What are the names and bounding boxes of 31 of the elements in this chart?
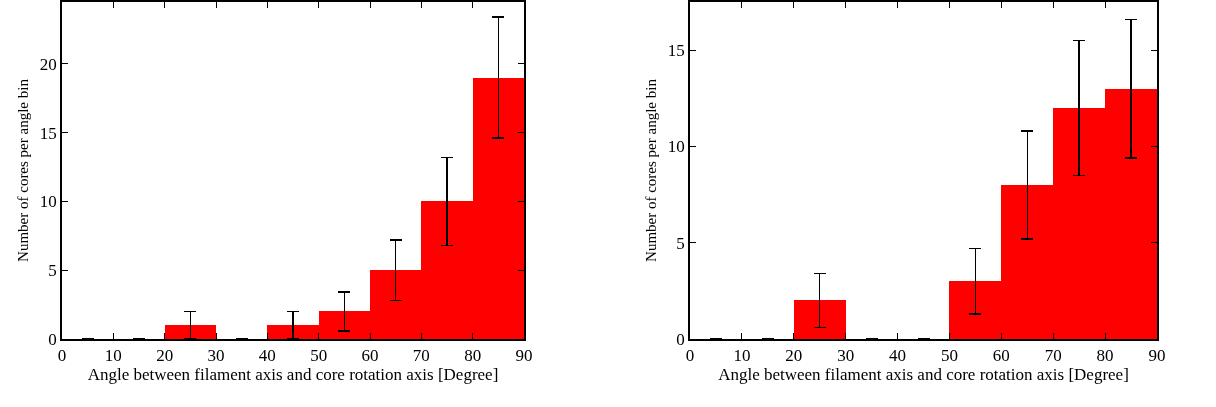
y-axis-title: Number of cores per angle bin <box>14 78 31 262</box>
x-axis-title: Angle between filament axis and core rotation axis [Degree] <box>87 365 499 385</box>
x-tick-label: 90 <box>515 346 533 366</box>
x-tick-label: 80 <box>1096 346 1114 366</box>
x-tick-label: 20 <box>156 346 174 366</box>
x-tick-label: 10 <box>733 346 751 366</box>
x-tick-label: 30 <box>207 346 225 366</box>
y-tick-label: 15 <box>667 41 685 61</box>
y-tick-label: 0 <box>676 329 685 349</box>
x-tick-label: 70 <box>412 346 430 366</box>
x-tick-label: 10 <box>104 346 122 366</box>
y-axis-title: Number of cores per angle bin <box>642 78 659 262</box>
x-tick-label: 50 <box>310 346 328 366</box>
x-tick-label: 20 <box>785 346 803 366</box>
y-tick-label: 5 <box>48 261 57 281</box>
x-tick-label: 70 <box>1044 346 1062 366</box>
y-tick-label: 15 <box>39 123 57 143</box>
x-tick-label: 80 <box>464 346 482 366</box>
x-tick-label: 60 <box>361 346 379 366</box>
x-tick-label: 60 <box>992 346 1010 366</box>
x-axis-title: Angle between filament axis and core rotation axis [Degree] <box>718 365 1129 385</box>
y-tick-label: 10 <box>667 137 685 157</box>
x-tick-label: 40 <box>258 346 276 366</box>
x-tick-label: 40 <box>889 346 907 366</box>
x-tick-label: 30 <box>837 346 855 366</box>
y-tick-label: 20 <box>39 54 57 74</box>
y-tick-label: 5 <box>676 233 685 253</box>
x-tick-label: 50 <box>940 346 958 366</box>
y-tick-label: 10 <box>39 192 57 212</box>
y-tick-label: 0 <box>48 329 57 349</box>
x-tick-label: 90 <box>1148 346 1166 366</box>
